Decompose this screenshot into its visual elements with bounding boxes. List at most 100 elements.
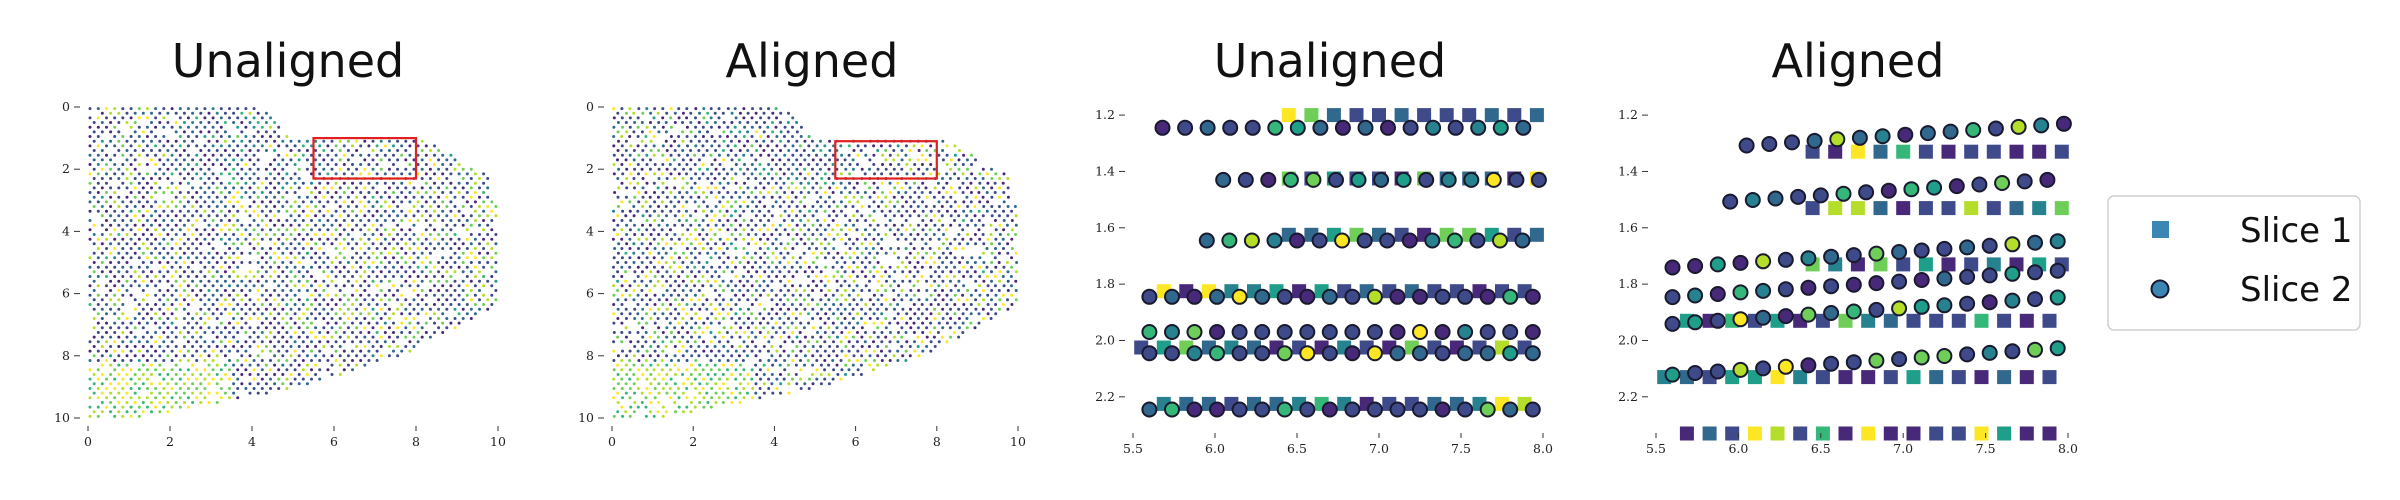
spot <box>256 391 260 395</box>
spot <box>730 121 734 124</box>
spot <box>616 363 620 367</box>
spot <box>896 172 900 176</box>
spot <box>864 331 867 334</box>
spot <box>449 303 453 306</box>
spot <box>616 177 620 180</box>
spot <box>852 214 856 218</box>
spot <box>714 186 717 190</box>
spot <box>129 181 133 185</box>
spot <box>721 195 725 199</box>
spot <box>277 284 281 288</box>
spot <box>277 163 281 166</box>
spot <box>351 284 354 288</box>
spot <box>917 298 921 302</box>
spot <box>693 200 697 204</box>
spot <box>738 130 742 134</box>
spot <box>612 293 616 297</box>
spot <box>137 135 141 138</box>
spot <box>367 191 371 194</box>
spot <box>832 200 836 204</box>
spot <box>750 191 754 194</box>
spot <box>742 293 745 297</box>
spot <box>673 149 677 152</box>
spot <box>840 209 843 213</box>
spot <box>396 223 400 227</box>
spot <box>649 139 653 143</box>
spot <box>244 181 248 185</box>
spot <box>738 363 742 367</box>
spot <box>681 270 684 274</box>
spot <box>733 125 737 129</box>
spot <box>330 317 334 320</box>
spot <box>644 144 648 148</box>
spot <box>843 289 847 292</box>
spot <box>219 284 223 288</box>
spot <box>746 261 750 264</box>
spot <box>125 289 129 292</box>
spot <box>843 307 847 311</box>
spot <box>195 228 199 232</box>
spot <box>986 284 990 288</box>
spot <box>925 326 929 330</box>
spot <box>698 130 702 134</box>
y-tick-label: 10 <box>54 410 70 425</box>
spot <box>445 289 449 292</box>
spot <box>698 111 701 115</box>
spot <box>848 312 852 316</box>
spot <box>100 345 104 348</box>
spot <box>105 275 108 278</box>
spot <box>852 354 856 358</box>
spot <box>240 382 244 386</box>
spot <box>199 261 203 264</box>
spot <box>848 247 852 250</box>
spot <box>990 167 993 171</box>
spot <box>856 191 860 194</box>
spot <box>363 307 367 311</box>
spot <box>713 111 717 115</box>
spot <box>860 354 864 358</box>
spot <box>482 247 486 250</box>
spot <box>685 200 689 204</box>
spot <box>174 195 178 199</box>
spot <box>326 153 330 157</box>
spot <box>420 242 424 246</box>
spot <box>799 135 803 138</box>
spot <box>100 335 104 339</box>
spot <box>326 368 330 372</box>
spot <box>408 163 412 166</box>
spot <box>897 331 900 334</box>
spot <box>770 139 774 143</box>
spot <box>767 265 771 269</box>
spot <box>478 270 481 274</box>
spot <box>754 345 758 348</box>
spot <box>965 195 969 199</box>
spot <box>734 219 738 222</box>
spot <box>461 223 465 227</box>
spot <box>766 256 770 260</box>
spot <box>884 270 888 274</box>
spot <box>823 256 827 260</box>
spot <box>779 382 783 386</box>
spot <box>718 163 722 166</box>
spot <box>701 247 705 250</box>
spot <box>223 205 227 208</box>
spot <box>318 340 322 344</box>
spot <box>330 139 334 143</box>
spot <box>652 181 656 185</box>
spot <box>154 125 158 129</box>
spot <box>92 373 96 376</box>
spot <box>729 298 733 302</box>
spot <box>223 345 227 348</box>
spot <box>847 340 851 344</box>
spot <box>681 242 684 246</box>
spot <box>260 377 264 381</box>
spot <box>469 261 473 264</box>
spot <box>420 298 424 302</box>
spot <box>738 307 742 311</box>
spot <box>154 349 158 353</box>
spot <box>203 359 207 362</box>
spot <box>681 373 684 376</box>
spot <box>961 181 965 185</box>
spot <box>219 144 223 148</box>
spot <box>359 163 363 166</box>
